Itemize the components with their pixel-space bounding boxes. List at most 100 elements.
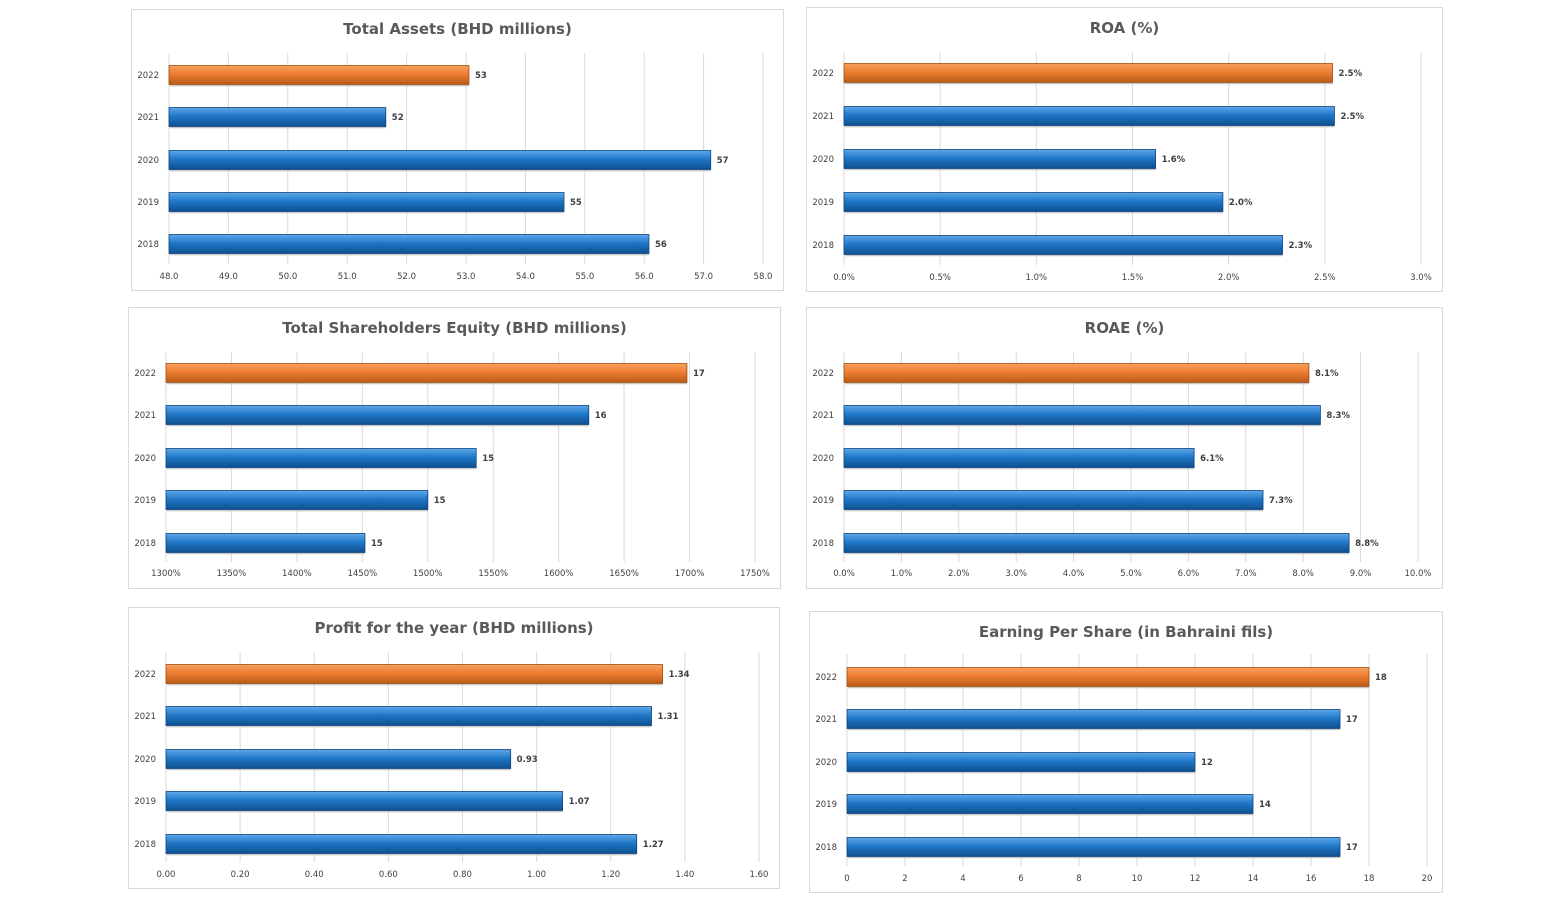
x-tick-label: 52.0 — [397, 272, 416, 282]
total-assets-svg: Total Assets (BHD millions) 48.0 49.0 50.0 5… — [137, 20, 773, 282]
category-label: 2022 — [815, 673, 837, 683]
category-label: 2019 — [134, 797, 156, 807]
data-label-2022: 1.34 — [669, 670, 690, 680]
data-label-2020: 15 — [482, 454, 494, 464]
x-tick-label: 1600% — [544, 569, 574, 579]
x-tick-label: 0.80 — [453, 870, 472, 880]
x-tick-label: 6.0% — [1178, 569, 1200, 579]
x-tick-label: 0.00 — [157, 870, 176, 880]
bar-2018 — [846, 837, 1341, 857]
x-tick-label: 0.20 — [231, 870, 250, 880]
x-tick-label: 0.0% — [833, 273, 855, 283]
data-label-2018: 17 — [1346, 843, 1358, 853]
x-tick-label: 0.60 — [379, 870, 398, 880]
x-tick-label: 1750% — [740, 569, 770, 579]
x-tick-label: 1400% — [282, 569, 312, 579]
category-label: 2021 — [137, 113, 159, 123]
category-label: 2020 — [134, 755, 156, 765]
x-tick-label: 1450% — [347, 569, 377, 579]
x-tick-label: 56.0 — [635, 272, 654, 282]
data-label-2020: 0.93 — [517, 755, 538, 765]
x-tick-label: 18 — [1364, 874, 1375, 884]
bar-2021 — [165, 706, 652, 726]
chart-panel-profit-for-the-year: Profit for the year (BHD millions) 0.00 0.… — [128, 607, 780, 889]
x-tick-label: 10.0% — [1404, 569, 1431, 579]
category-label: 2021 — [812, 112, 834, 122]
data-label-2022: 18 — [1375, 673, 1387, 683]
category-label: 2019 — [134, 496, 156, 506]
x-tick-label: 7.0% — [1235, 569, 1257, 579]
bar-2019 — [843, 490, 1264, 510]
data-label-2019: 14 — [1259, 800, 1271, 810]
chart-title: Profit for the year (BHD millions) — [314, 619, 593, 637]
data-label-2022: 17 — [693, 369, 705, 379]
x-tick-label: 55.0 — [575, 272, 594, 282]
category-label: 2019 — [815, 800, 837, 810]
bar-2018 — [165, 533, 366, 553]
x-tick-label: 0.40 — [305, 870, 324, 880]
data-label-2019: 1.07 — [569, 797, 590, 807]
profit-for-the-year-svg: Profit for the year (BHD millions) 0.00 0.… — [134, 619, 769, 880]
data-label-2021: 52 — [392, 113, 404, 123]
chart-panel-total-assets: Total Assets (BHD millions) 48.0 49.0 50.0 5… — [131, 9, 784, 291]
chart-panel-roa: ROA (%) 0.0% 0.5% 1.0% 1.5% 2.0% 2.5% 3.0% 2022 2… — [806, 7, 1443, 292]
category-label: 2022 — [134, 369, 156, 379]
x-tick-label: 1.5% — [1122, 273, 1144, 283]
bar-2021 — [165, 405, 590, 425]
x-tick-label: 2 — [902, 874, 907, 884]
bar-2021 — [843, 106, 1335, 126]
bar-2020 — [843, 448, 1195, 468]
x-tick-label: 51.0 — [338, 272, 357, 282]
bar-2018 — [843, 235, 1283, 255]
bar-2019 — [165, 791, 563, 811]
x-tick-label: 4 — [960, 874, 965, 884]
data-label-2021: 2.5% — [1340, 112, 1364, 122]
category-label: 2018 — [815, 843, 837, 853]
category-label: 2022 — [812, 369, 834, 379]
data-label-2018: 2.3% — [1289, 241, 1313, 251]
bar-2022 — [168, 65, 470, 85]
roa-svg: ROA (%) 0.0% 0.5% 1.0% 1.5% 2.0% 2.5% 3.0% 2022 2… — [812, 19, 1431, 283]
bar-2021 — [168, 107, 387, 127]
bar-2020 — [843, 149, 1156, 169]
bar-2022 — [165, 664, 664, 684]
total-shareholders-equity-svg: Total Shareholders Equity (BHD millions)… — [134, 319, 770, 579]
data-label-2018: 15 — [371, 539, 383, 549]
x-tick-label: 58.0 — [754, 272, 773, 282]
x-tick-label: 1650% — [609, 569, 639, 579]
category-label: 2019 — [812, 496, 834, 506]
bar-2018 — [165, 834, 638, 854]
category-label: 2020 — [134, 454, 156, 464]
x-tick-label: 1.40 — [675, 870, 694, 880]
chart-panel-roae: ROAE (%) 0.0% 1.0% 2.0% 3.0% 4.0% 5.0% 6.0% 7.0%… — [806, 307, 1443, 589]
category-label: 2020 — [137, 156, 159, 166]
x-tick-label: 1.0% — [891, 569, 913, 579]
bar-2018 — [168, 234, 650, 254]
x-tick-label: 2.5% — [1314, 273, 1336, 283]
x-tick-label: 49.0 — [219, 272, 238, 282]
x-tick-label: 14 — [1248, 874, 1259, 884]
data-label-2019: 15 — [434, 496, 446, 506]
x-tick-label: 1.00 — [527, 870, 546, 880]
bar-2022 — [843, 63, 1333, 83]
chart-title: Total Assets (BHD millions) — [343, 20, 572, 38]
category-label: 2021 — [815, 715, 837, 725]
data-label-2020: 1.6% — [1162, 155, 1186, 165]
x-tick-label: 1.60 — [750, 870, 769, 880]
x-tick-label: 5.0% — [1120, 569, 1142, 579]
category-label: 2020 — [815, 758, 837, 768]
data-label-2019: 2.0% — [1229, 198, 1253, 208]
x-tick-label: 1300% — [151, 569, 181, 579]
category-label: 2018 — [134, 539, 156, 549]
bar-2020 — [846, 752, 1196, 772]
x-tick-label: 8 — [1076, 874, 1081, 884]
data-label-2018: 8.8% — [1355, 539, 1379, 549]
data-label-2021: 8.3% — [1326, 411, 1350, 421]
x-tick-label: 16 — [1306, 874, 1317, 884]
category-label: 2018 — [812, 539, 834, 549]
category-label: 2022 — [134, 670, 156, 680]
category-label: 2018 — [812, 241, 834, 251]
data-label-2021: 16 — [595, 411, 607, 421]
chart-title: Earning Per Share (in Bahraini fils) — [979, 623, 1273, 641]
category-label: 2018 — [134, 840, 156, 850]
